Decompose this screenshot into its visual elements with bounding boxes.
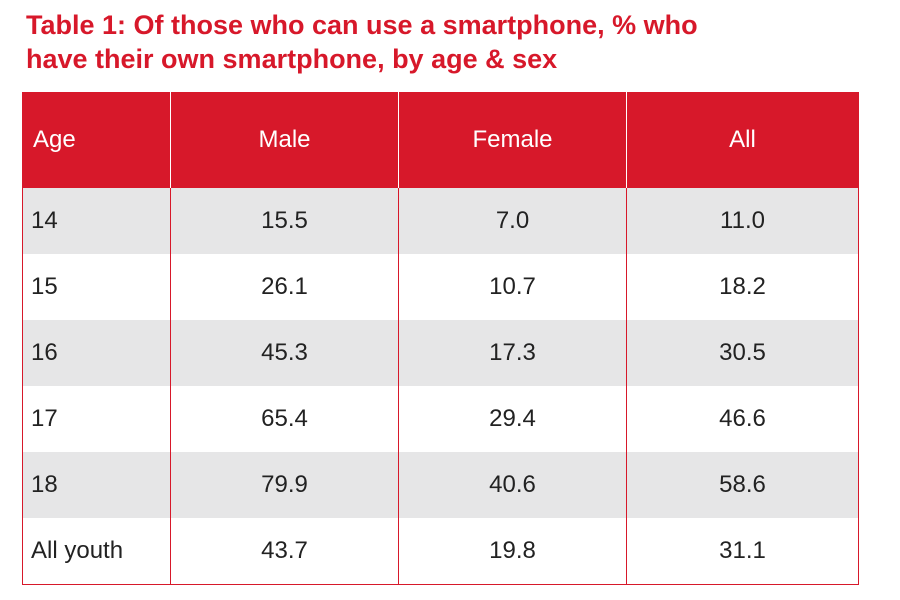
cell-age: 15 [22,254,171,320]
cell-male: 79.9 [170,452,399,518]
cell-age: All youth [22,518,171,585]
smartphone-ownership-table: Age Male Female All 14 15.5 7.0 11.0 15 … [22,92,859,585]
table-row: 15 26.1 10.7 18.2 [22,254,859,320]
cell-age: 14 [22,188,171,254]
cell-female: 29.4 [398,386,627,452]
table-row: 17 65.4 29.4 46.6 [22,386,859,452]
cell-age: 17 [22,386,171,452]
header-age: Age [22,92,171,188]
data-table-container: Age Male Female All 14 15.5 7.0 11.0 15 … [22,92,859,585]
table-row: 16 45.3 17.3 30.5 [22,320,859,386]
table-title-line-1: Table 1: Of those who can use a smartpho… [26,10,698,40]
table-title: Table 1: Of those who can use a smartpho… [26,8,876,76]
cell-female: 17.3 [398,320,627,386]
header-male: Male [170,92,399,188]
cell-male: 26.1 [170,254,399,320]
cell-all: 18.2 [626,254,859,320]
header-female: Female [398,92,627,188]
cell-male: 43.7 [170,518,399,585]
cell-age: 16 [22,320,171,386]
table-title-line-2: have their own smartphone, by age & sex [26,44,558,74]
cell-female: 40.6 [398,452,627,518]
cell-all: 30.5 [626,320,859,386]
cell-female: 7.0 [398,188,627,254]
cell-male: 65.4 [170,386,399,452]
cell-female: 19.8 [398,518,627,585]
table-header: Age Male Female All [22,92,859,188]
cell-all: 58.6 [626,452,859,518]
cell-male: 15.5 [170,188,399,254]
cell-all: 46.6 [626,386,859,452]
cell-all: 31.1 [626,518,859,585]
table-row: All youth 43.7 19.8 31.1 [22,518,859,585]
header-all: All [626,92,859,188]
cell-all: 11.0 [626,188,859,254]
table-row: 18 79.9 40.6 58.6 [22,452,859,518]
cell-age: 18 [22,452,171,518]
table-body: 14 15.5 7.0 11.0 15 26.1 10.7 18.2 16 45… [22,188,859,585]
table-row: 14 15.5 7.0 11.0 [22,188,859,254]
cell-female: 10.7 [398,254,627,320]
header-row: Age Male Female All [22,92,859,188]
cell-male: 45.3 [170,320,399,386]
